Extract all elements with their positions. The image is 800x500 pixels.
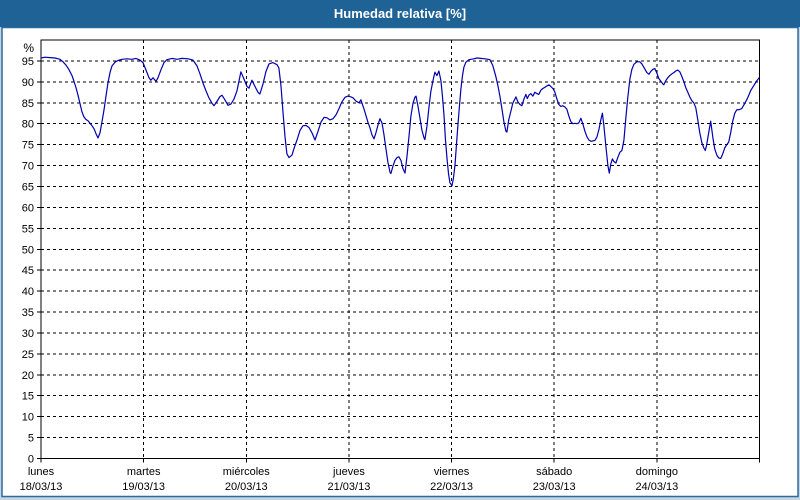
y-tick-label: 80 bbox=[22, 119, 34, 131]
y-tick-label: 75 bbox=[22, 140, 34, 152]
chart-title: Humedad relativa [%] bbox=[333, 6, 467, 21]
y-tick-label: 15 bbox=[22, 391, 34, 403]
chart-panel bbox=[1, 26, 799, 498]
y-tick-label: 70 bbox=[22, 161, 34, 173]
plot-border bbox=[40, 39, 760, 459]
x-date-label: 20/03/13 bbox=[225, 481, 268, 493]
y-tick-label: 25 bbox=[22, 349, 34, 361]
x-date-label: 24/03/13 bbox=[635, 481, 678, 493]
y-tick-label: 55 bbox=[22, 223, 34, 235]
x-day-label: lunes bbox=[28, 466, 55, 478]
y-tick-label: 65 bbox=[22, 181, 34, 193]
x-date-label: 21/03/13 bbox=[328, 481, 371, 493]
y-tick-label: 50 bbox=[22, 244, 34, 256]
y-tick-label: 0 bbox=[28, 454, 34, 466]
y-tick-label: 90 bbox=[22, 77, 34, 89]
x-day-label: domingo bbox=[636, 466, 678, 478]
y-tick-label: 45 bbox=[22, 265, 34, 277]
x-day-label: martes bbox=[127, 466, 161, 478]
y-axis-unit-label: % bbox=[23, 41, 34, 55]
y-tick-label: 35 bbox=[22, 307, 34, 319]
x-date-label: 18/03/13 bbox=[20, 481, 63, 493]
x-date-label: 19/03/13 bbox=[122, 481, 165, 493]
y-tick-label: 20 bbox=[22, 370, 34, 382]
y-tick-label: 30 bbox=[22, 328, 34, 340]
x-day-label: sábado bbox=[536, 466, 572, 478]
y-tick-label: 10 bbox=[22, 412, 34, 424]
y-tick-label: 85 bbox=[22, 98, 34, 110]
x-day-label: jueves bbox=[332, 466, 365, 478]
x-date-label: 22/03/13 bbox=[430, 481, 473, 493]
x-day-label: viernes bbox=[434, 466, 470, 478]
chart-title-bar: Humedad relativa [%] bbox=[0, 0, 800, 27]
y-tick-label: 40 bbox=[22, 286, 34, 298]
x-day-label: miércoles bbox=[223, 466, 271, 478]
y-tick-label: 60 bbox=[22, 202, 34, 214]
y-tick-label: 5 bbox=[28, 433, 34, 445]
y-tick-label: 95 bbox=[22, 56, 34, 68]
x-date-label: 23/03/13 bbox=[533, 481, 576, 493]
series-line-humidity bbox=[40, 56, 760, 187]
